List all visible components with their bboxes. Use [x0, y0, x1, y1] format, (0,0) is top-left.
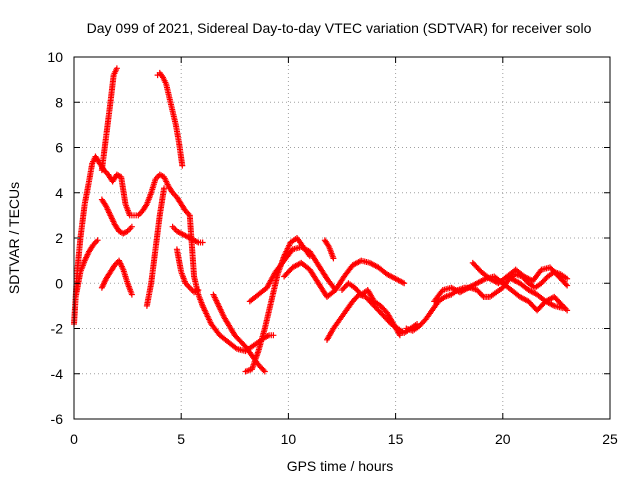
data-point [113, 65, 120, 72]
x-tick-label: 15 [388, 431, 404, 447]
data-point [564, 275, 571, 282]
data-point [396, 332, 403, 339]
y-tick-label: 6 [55, 140, 63, 156]
x-axis-label: GPS time / hours [287, 458, 394, 474]
series-segment-8 [169, 223, 206, 246]
y-tick-label: -2 [51, 321, 64, 337]
y-tick-label: 4 [55, 185, 63, 201]
data-point [270, 332, 277, 339]
series-segment-5 [98, 257, 135, 298]
y-tick-label: 8 [55, 94, 63, 110]
series-segment-9 [173, 246, 202, 296]
data-point [564, 282, 571, 289]
data-point [401, 280, 408, 287]
series-segment-20 [469, 259, 571, 289]
series-segment-17 [339, 280, 403, 339]
data-point [479, 292, 486, 299]
x-tick-label: 20 [495, 431, 511, 447]
y-tick-label: 0 [55, 275, 63, 291]
x-tick-label: 0 [70, 431, 78, 447]
chart-title: Day 099 of 2021, Sidereal Day-to-day VTE… [87, 20, 592, 36]
data-point [128, 291, 135, 298]
data-point [559, 305, 566, 312]
data-point [179, 162, 186, 169]
y-tick-label: 2 [55, 230, 63, 246]
x-tick-label: 5 [177, 431, 185, 447]
series-segment-13 [246, 244, 339, 305]
x-tick-label: 25 [602, 431, 618, 447]
data-point [562, 281, 569, 288]
series-segment-15 [321, 237, 337, 262]
y-tick-label: -4 [51, 366, 64, 382]
data-point [128, 223, 135, 230]
series-segment-21 [508, 275, 566, 312]
series-segment-4 [98, 65, 120, 174]
x-tick-label: 10 [281, 431, 297, 447]
series-segment-1 [71, 153, 206, 327]
series-segment-3 [98, 196, 135, 237]
series-segment-14 [281, 257, 408, 300]
y-axis-label: SDTVAR / TECUs [6, 182, 22, 294]
data-layer [71, 65, 571, 375]
data-point [261, 368, 268, 375]
series-segment-2 [73, 237, 101, 298]
axis-layer: 0 5 10 15 20 25 -6 -4 -2 0 2 4 6 8 10 [47, 49, 618, 447]
series-segment-12 [242, 235, 313, 375]
y-tick-label: -6 [51, 411, 64, 427]
series-segment-7 [154, 69, 186, 169]
y-tick-label: 10 [47, 49, 63, 65]
series-segment-6 [143, 185, 168, 309]
data-point [564, 307, 571, 314]
data-point [199, 239, 206, 246]
data-point [260, 367, 267, 374]
data-point [195, 287, 202, 294]
data-point [330, 255, 337, 262]
data-point [161, 185, 168, 192]
data-point [94, 237, 101, 244]
